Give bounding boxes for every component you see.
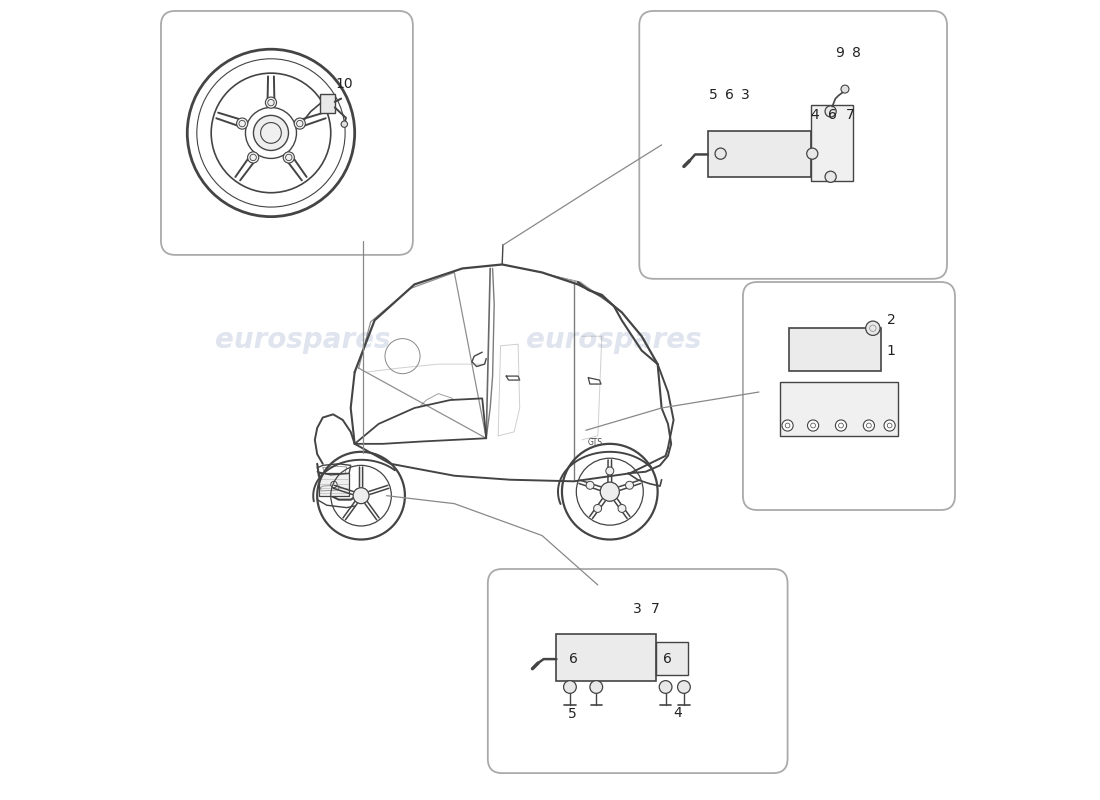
- Circle shape: [807, 420, 818, 431]
- FancyBboxPatch shape: [639, 11, 947, 279]
- Text: 2: 2: [887, 314, 895, 327]
- Text: 6: 6: [570, 652, 579, 666]
- Text: 5: 5: [568, 707, 576, 721]
- Circle shape: [606, 467, 614, 475]
- Text: 1: 1: [887, 343, 895, 358]
- Circle shape: [265, 97, 276, 108]
- Circle shape: [341, 121, 348, 127]
- Text: 5: 5: [710, 89, 718, 102]
- Circle shape: [678, 681, 691, 694]
- Circle shape: [253, 115, 288, 150]
- Circle shape: [353, 488, 369, 504]
- Text: eurospares: eurospares: [526, 326, 702, 354]
- Text: GTS: GTS: [587, 438, 602, 446]
- Bar: [320, 94, 334, 113]
- Circle shape: [261, 122, 282, 143]
- FancyBboxPatch shape: [161, 11, 412, 255]
- Text: 10: 10: [336, 78, 353, 91]
- Circle shape: [248, 152, 258, 163]
- Bar: [319, 474, 349, 496]
- Bar: [708, 130, 812, 177]
- Circle shape: [866, 321, 880, 335]
- Circle shape: [236, 118, 248, 129]
- Circle shape: [601, 482, 619, 502]
- Circle shape: [283, 152, 295, 163]
- Circle shape: [586, 482, 594, 490]
- Text: eurospares: eurospares: [216, 326, 390, 354]
- Circle shape: [864, 420, 874, 431]
- Circle shape: [563, 681, 576, 694]
- Circle shape: [884, 420, 895, 431]
- Circle shape: [825, 106, 836, 117]
- FancyBboxPatch shape: [742, 282, 955, 510]
- Bar: [656, 642, 688, 675]
- Text: 7: 7: [846, 107, 854, 122]
- Circle shape: [806, 148, 818, 159]
- Circle shape: [825, 171, 836, 182]
- Text: 4: 4: [673, 706, 682, 719]
- Circle shape: [594, 505, 602, 513]
- Circle shape: [659, 681, 672, 694]
- Text: 6: 6: [828, 107, 837, 122]
- Text: 6: 6: [663, 652, 672, 666]
- Text: 3: 3: [741, 89, 750, 102]
- Bar: [812, 105, 852, 181]
- Text: 7: 7: [651, 602, 660, 616]
- Text: 3: 3: [634, 602, 642, 616]
- Circle shape: [715, 148, 726, 159]
- Circle shape: [294, 118, 306, 129]
- Text: 8: 8: [851, 46, 860, 60]
- Circle shape: [331, 482, 337, 488]
- Text: 4: 4: [811, 107, 819, 122]
- Circle shape: [590, 681, 603, 694]
- Circle shape: [782, 420, 793, 431]
- Circle shape: [626, 482, 634, 490]
- FancyBboxPatch shape: [487, 569, 788, 773]
- Circle shape: [835, 420, 847, 431]
- Circle shape: [618, 505, 626, 513]
- Text: 9: 9: [835, 46, 844, 60]
- Text: 6: 6: [725, 89, 734, 102]
- Bar: [557, 634, 656, 681]
- Bar: [789, 328, 881, 371]
- Bar: [780, 382, 898, 436]
- Circle shape: [842, 85, 849, 93]
